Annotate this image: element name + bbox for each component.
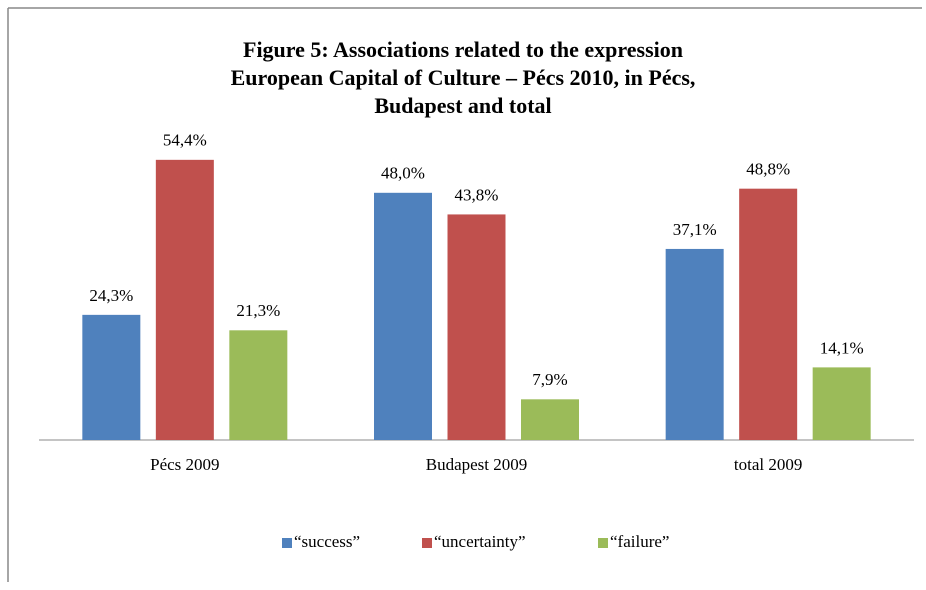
chart-title: Figure 5: Associations related to the ex… xyxy=(243,37,683,62)
data-label: 21,3% xyxy=(236,301,280,320)
x-tick-label: Budapest 2009 xyxy=(426,455,528,474)
legend-label: “failure” xyxy=(610,532,669,551)
bar xyxy=(155,159,214,440)
bar xyxy=(812,367,871,440)
bar xyxy=(82,314,141,440)
data-label: 24,3% xyxy=(89,286,133,305)
bar xyxy=(447,214,506,440)
data-label: 48,0% xyxy=(381,164,425,183)
bar xyxy=(229,330,288,440)
data-label: 7,9% xyxy=(532,370,567,389)
data-label: 54,4% xyxy=(163,131,207,150)
bar xyxy=(374,192,432,440)
legend-swatch xyxy=(598,538,608,548)
x-tick-label: Pécs 2009 xyxy=(150,455,219,474)
data-label: 14,1% xyxy=(820,338,864,357)
legend-swatch xyxy=(282,538,292,548)
chart-title: Budapest and total xyxy=(374,93,551,118)
legend-label: “uncertainty” xyxy=(434,532,526,551)
bar xyxy=(521,399,579,440)
data-label: 43,8% xyxy=(455,185,499,204)
bar xyxy=(665,248,724,440)
chart-title: European Capital of Culture – Pécs 2010,… xyxy=(231,65,696,90)
data-label: 37,1% xyxy=(673,220,717,239)
legend-swatch xyxy=(422,538,432,548)
legend-label: “success” xyxy=(294,532,360,551)
data-label: 48,8% xyxy=(746,160,790,179)
bar xyxy=(739,188,798,440)
x-tick-label: total 2009 xyxy=(734,455,802,474)
